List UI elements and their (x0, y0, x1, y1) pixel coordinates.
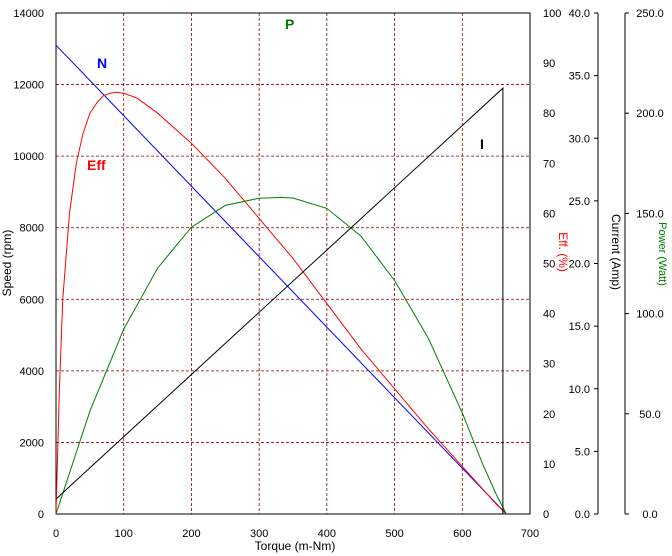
power-axis-label: Power (Watt) (656, 222, 668, 286)
power-tick-label: 150.0 (636, 208, 664, 220)
plot-border (55, 12, 531, 515)
current-tick-label: 5.0 (575, 446, 590, 458)
current-tick-label: 35.0 (569, 71, 590, 83)
current-tick-label: 20.0 (569, 259, 590, 271)
power-tick-label: 250.0 (636, 8, 664, 20)
speed-tick-label: 14000 (13, 8, 44, 20)
series-label-i: I (480, 136, 484, 152)
series-line-n (55, 44, 507, 515)
current-tick-label: 10.0 (569, 384, 590, 396)
x-tick-label: 200 (182, 528, 200, 540)
x-tick-label: 700 (521, 528, 539, 540)
x-axis-label: Torque (m-Nm) (255, 539, 336, 553)
eff-tick-label: 70 (543, 158, 555, 170)
series-line-eff (55, 91, 507, 515)
eff-tick-label: 0 (543, 509, 549, 521)
series-label-eff: Eff (87, 157, 106, 173)
current-tick-label: 0.0 (575, 509, 590, 521)
speed-tick-label: 8000 (20, 223, 44, 235)
eff-tick-label: 50 (543, 259, 555, 271)
current-axis-label: Current (Amp) (609, 214, 623, 290)
speed-tick-label: 12000 (13, 80, 44, 92)
eff-axis-label: Eff. (%) (556, 232, 570, 272)
x-tick-label: 300 (250, 528, 268, 540)
eff-tick-label: 20 (543, 409, 555, 421)
axis-layer: 0 100 200 300 400 500 600 700020004000600080001… (13, 8, 663, 540)
plot-frame (55, 12, 531, 515)
x-tick-label: 100 (115, 528, 133, 540)
series-line-p (55, 196, 507, 515)
speed-tick-label: 4000 (20, 366, 44, 378)
eff-tick-label: 60 (543, 208, 555, 220)
x-tick-label: 0 (53, 528, 59, 540)
eff-tick-label: 30 (543, 359, 555, 371)
x-tick-label: 600 (453, 528, 471, 540)
speed-tick-label: 2000 (20, 437, 44, 449)
eff-tick-label: 10 (543, 459, 555, 471)
current-tick-label: 25.0 (569, 196, 590, 208)
series-label-p: P (285, 16, 294, 32)
power-tick-label: 200.0 (636, 108, 664, 120)
speed-axis-label: Speed (rpm) (0, 230, 14, 297)
speed-tick-label: 0 (38, 509, 44, 521)
grid-lines (56, 13, 530, 514)
series-layer (55, 44, 507, 515)
speed-tick-label: 10000 (13, 151, 44, 163)
power-tick-label: 50.0 (639, 409, 660, 421)
current-tick-label: 30.0 (569, 133, 590, 145)
current-tick-label: 40.0 (569, 8, 590, 20)
eff-tick-label: 90 (543, 58, 555, 70)
series-label-n: N (97, 55, 107, 71)
x-tick-label: 500 (385, 528, 403, 540)
x-tick-label: 400 (318, 528, 336, 540)
eff-tick-label: 100 (543, 8, 561, 20)
power-tick-label: 0.0 (642, 509, 657, 521)
speed-tick-label: 6000 (20, 294, 44, 306)
power-tick-label: 100.0 (636, 309, 664, 321)
eff-tick-label: 80 (543, 108, 555, 120)
series-line-i (55, 87, 504, 514)
current-tick-label: 15.0 (569, 321, 590, 333)
eff-tick-label: 40 (543, 309, 555, 321)
